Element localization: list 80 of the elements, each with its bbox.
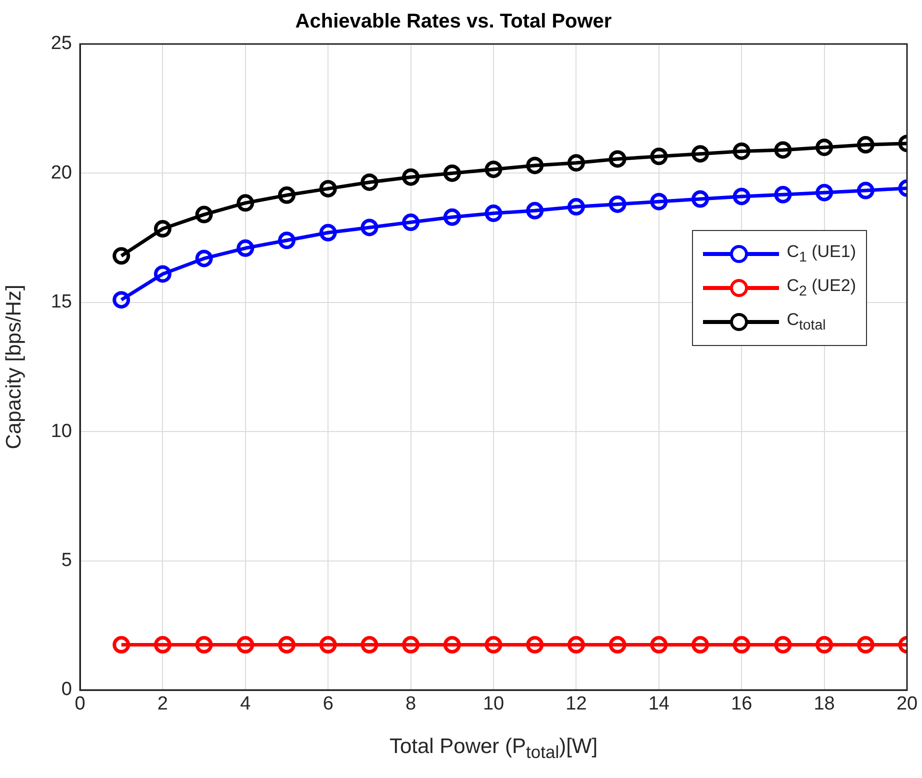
x-tick-label: 12: [566, 694, 587, 715]
y-axis-title: Capacity [bps/Hz]: [2, 284, 26, 450]
y-tick-label: 25: [50, 33, 72, 54]
legend-label: C$_{total}$: [786, 310, 826, 334]
x-tick-label: 16: [731, 694, 752, 715]
point: [236, 239, 254, 257]
y-tick-label: 0: [61, 679, 72, 700]
x-tick-label: 8: [406, 694, 416, 715]
x-tick-label: 18: [814, 694, 835, 715]
point: [650, 636, 668, 654]
point: [236, 636, 254, 654]
point: [567, 154, 585, 172]
point: [650, 192, 668, 210]
point: [732, 142, 750, 160]
point: [195, 250, 213, 268]
point: [402, 168, 420, 186]
point: [608, 195, 626, 213]
point: [816, 184, 834, 202]
x-tick-label: 2: [157, 694, 168, 715]
point: [526, 156, 544, 174]
point: [484, 160, 502, 178]
x-tick-label: 4: [240, 694, 252, 715]
point: [484, 636, 502, 654]
point: [112, 291, 130, 309]
x-tick-label: 10: [482, 694, 504, 715]
point: [402, 636, 420, 654]
point: [692, 190, 709, 208]
point: [856, 136, 874, 154]
point: [692, 145, 709, 163]
legend-label: C$_{1}$ (UE1): [786, 242, 856, 266]
y-tick-label: 10: [50, 420, 72, 442]
point: [526, 202, 544, 220]
point: [856, 636, 874, 654]
point: [856, 182, 874, 200]
x-tick-label: 14: [648, 694, 670, 715]
point: [816, 636, 834, 654]
point: [816, 138, 834, 156]
point: [154, 220, 172, 238]
point: [319, 224, 337, 242]
point: [195, 636, 213, 654]
x-axis-title: Total Power (P$_{total}$)[W]: [388, 735, 599, 764]
point: [154, 265, 172, 283]
point: [154, 636, 172, 654]
x-tick-label: 6: [322, 694, 334, 715]
point: [774, 141, 792, 159]
point: [443, 208, 461, 226]
legend-label: C$_{2}$ (UE2): [786, 276, 856, 300]
point: [319, 180, 337, 198]
y-tick-label: 20: [50, 162, 72, 184]
point: [443, 164, 461, 182]
point: [692, 636, 709, 654]
point: [360, 218, 378, 236]
point: [732, 636, 750, 654]
y-tick-label: 5: [61, 550, 72, 572]
point: [650, 148, 668, 166]
point: [608, 636, 626, 654]
point: [526, 636, 544, 654]
x-tick-label: 20: [896, 694, 918, 715]
point: [732, 188, 750, 206]
point: [195, 206, 213, 224]
point: [567, 198, 585, 216]
point: [360, 173, 378, 191]
point: [443, 636, 461, 654]
point: [278, 186, 296, 204]
point: [278, 232, 296, 250]
point: [774, 186, 792, 204]
point: [112, 247, 130, 265]
point: [360, 636, 378, 654]
point: [774, 636, 792, 654]
point: [567, 636, 585, 654]
x-tick-label: 0: [74, 694, 86, 715]
point: [278, 636, 296, 654]
chart-title: Achievable Rates vs. Total Power: [295, 10, 612, 33]
point: [484, 204, 502, 222]
point: [236, 194, 254, 212]
point: [608, 150, 626, 168]
point: [319, 636, 337, 654]
y-tick-label: 15: [50, 292, 72, 313]
point: [402, 214, 420, 232]
point: [112, 636, 130, 654]
